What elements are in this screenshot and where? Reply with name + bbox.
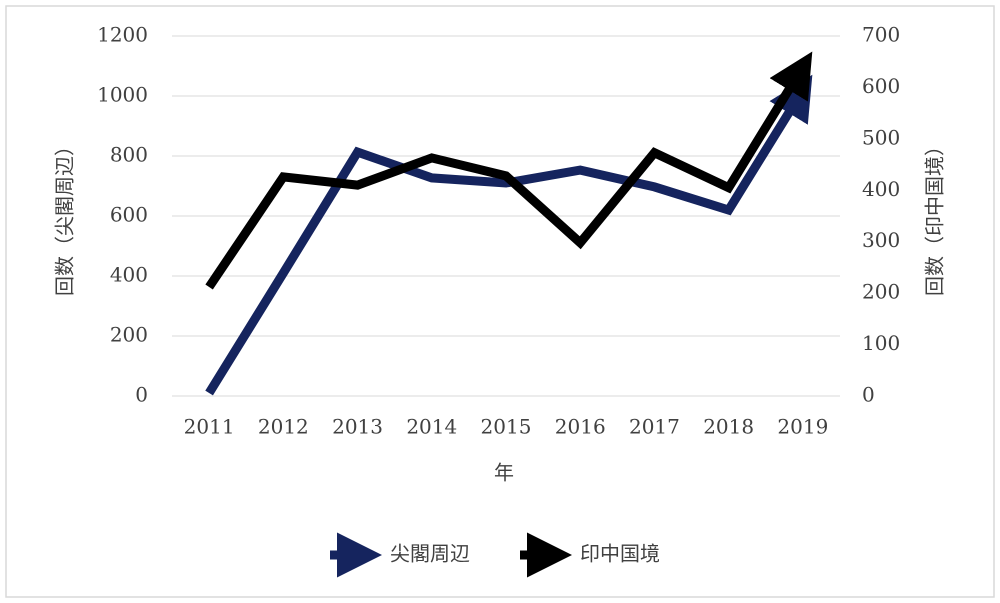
y-tick-label: 1000 xyxy=(97,83,148,107)
y2-tick-label: 500 xyxy=(862,125,900,149)
x-tick-label: 2018 xyxy=(703,415,754,439)
y2-tick-label: 200 xyxy=(862,280,900,304)
legend-label: 印中国境 xyxy=(580,542,660,566)
x-tick-label: 2017 xyxy=(629,415,680,439)
x-tick-label: 2014 xyxy=(406,415,457,439)
y2-tick-label: 0 xyxy=(862,383,875,407)
chart-frame xyxy=(5,5,995,598)
y-tick-label: 400 xyxy=(110,263,148,287)
x-axis-title: 年 xyxy=(494,461,514,485)
y-tick-label: 1200 xyxy=(97,23,148,47)
y-tick-label: 0 xyxy=(135,383,148,407)
series-line xyxy=(205,51,813,290)
x-tick-label: 2015 xyxy=(481,415,532,439)
series-line xyxy=(205,74,813,396)
y2-tick-label: 300 xyxy=(862,228,900,252)
x-tick-label: 2013 xyxy=(332,415,383,439)
y-tick-label: 600 xyxy=(110,203,148,227)
x-tick-label: 2011 xyxy=(184,415,235,439)
y-axis-title: 回数（尖閣周辺） xyxy=(53,136,77,296)
y2-tick-label: 600 xyxy=(862,74,900,98)
x-tick-label: 2016 xyxy=(555,415,606,439)
y2-tick-label: 100 xyxy=(862,331,900,355)
y2-tick-label: 700 xyxy=(862,23,900,47)
x-tick-label: 2019 xyxy=(777,415,828,439)
legend-label: 尖閣周辺 xyxy=(390,542,470,566)
x-tick-label: 2012 xyxy=(258,415,309,439)
y2-tick-label: 400 xyxy=(862,177,900,201)
y2-axis-title: 回数（印中国境） xyxy=(923,136,947,296)
y-tick-label: 200 xyxy=(110,323,148,347)
y-tick-label: 800 xyxy=(110,143,148,167)
